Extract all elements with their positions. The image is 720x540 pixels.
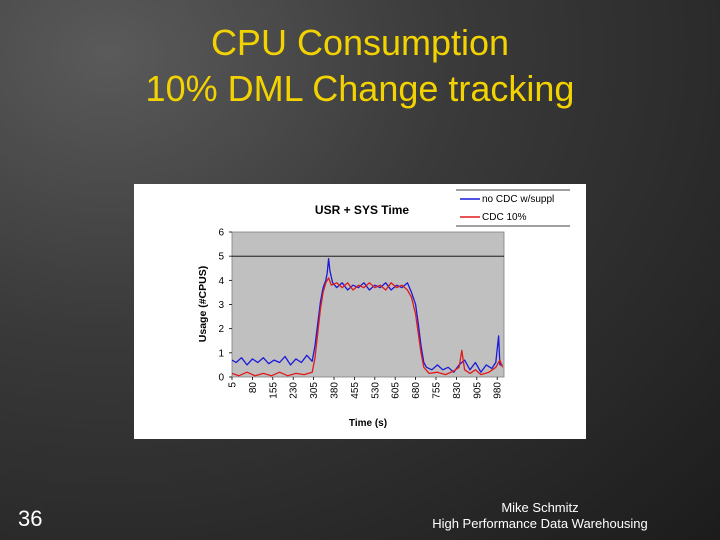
x-tick-label: 530: [370, 382, 381, 399]
x-tick-label: 455: [350, 382, 361, 399]
x-axis: 5 80 155 230 305 380 455 530 605 680 755 830 905 980: [228, 377, 504, 399]
slide-number: 36: [18, 506, 43, 531]
plot-area: [231, 231, 505, 378]
x-tick-label: 155: [268, 382, 279, 399]
x-tick-label: 755: [432, 382, 443, 399]
x-tick-label: 905: [472, 382, 483, 399]
x-tick-label: 80: [248, 382, 259, 394]
x-axis-label: Time (s): [349, 418, 387, 429]
x-tick-label: 980: [493, 382, 504, 399]
legend-entry: no CDC w/suppl: [482, 194, 554, 205]
title-line-1: CPU Consumption: [210, 22, 510, 63]
y-tick-label: 2: [218, 324, 224, 335]
series-lines: [231, 257, 504, 377]
legend-entry: CDC 10%: [482, 212, 527, 223]
x-tick-label: 680: [411, 382, 422, 399]
chart-title: USR + SYS Time: [315, 203, 409, 217]
y-axis: 0 1 2 3 4 5 6: [218, 228, 504, 384]
x-tick-label: 830: [452, 382, 463, 399]
x-tick-label: 605: [391, 382, 402, 399]
cpu-usage-chart: USR + SYS Time no CDC w/suppl CDC 10% 0 1 2…: [197, 189, 570, 429]
y-tick-label: 4: [218, 276, 224, 287]
x-tick-label: 230: [289, 382, 300, 399]
chart-legend: no CDC w/suppl CDC 10%: [456, 189, 570, 227]
x-tick-label: 380: [330, 382, 341, 399]
y-axis-label: Usage (#CPUS): [197, 266, 209, 342]
slide-title: CPU Consumption 10% DML Change tracking: [0, 20, 720, 112]
x-tick-label: 5: [228, 382, 239, 388]
y-tick-label: 5: [218, 252, 224, 263]
x-tick-label: 305: [309, 382, 320, 399]
title-line-2: 10% DML Change tracking: [145, 68, 575, 109]
y-tick-label: 3: [218, 300, 224, 311]
chart-container: USR + SYS Time no CDC w/suppl CDC 10% 0 1 2…: [134, 184, 586, 439]
footer-subtitle: High Performance Data Warehousing: [432, 516, 648, 531]
footer: Mike Schmitz High Performance Data Wareh…: [390, 500, 690, 532]
series-line-1: [231, 277, 504, 377]
footer-author: Mike Schmitz: [501, 500, 579, 515]
y-tick-label: 0: [218, 373, 224, 384]
y-tick-label: 1: [218, 348, 224, 359]
y-tick-label: 6: [218, 228, 224, 239]
